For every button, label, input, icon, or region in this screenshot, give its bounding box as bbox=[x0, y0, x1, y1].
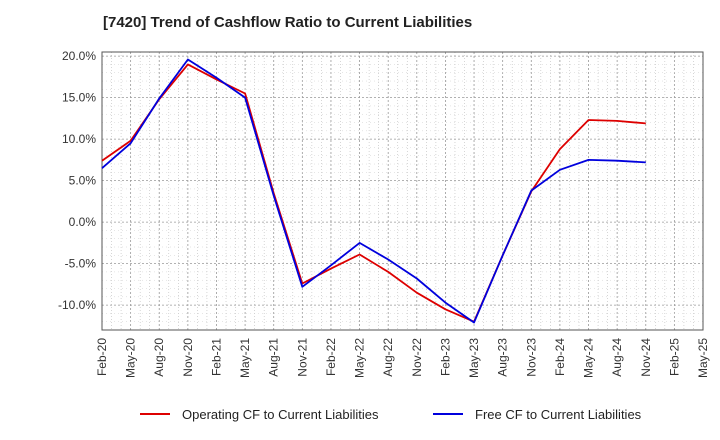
x-tick-label: Nov-23 bbox=[524, 338, 538, 377]
x-tick-label: May-20 bbox=[124, 338, 138, 378]
x-tick-label: May-25 bbox=[696, 338, 710, 378]
series-line-2 bbox=[101, 58, 646, 324]
x-tick-label: Aug-21 bbox=[267, 338, 281, 377]
x-tick-label: May-23 bbox=[467, 338, 481, 378]
x-tick-label: Feb-21 bbox=[209, 338, 223, 376]
x-tick-label: Nov-20 bbox=[181, 338, 195, 377]
legend-label-2: Free CF to Current Liabilities bbox=[475, 407, 642, 422]
axis-layer: 20.0% 15.0% 10.0% 5.0% 0.0% -5.0% -10.0% Feb-20… bbox=[58, 49, 710, 378]
x-tick-label: May-21 bbox=[238, 338, 252, 378]
legend-label-1: Operating CF to Current Liabilities bbox=[182, 407, 379, 422]
x-tick-label: Nov-22 bbox=[410, 338, 424, 377]
chart-title: [7420] Trend of Cashflow Ratio to Curren… bbox=[103, 14, 473, 31]
y-tick-label: -5.0% bbox=[65, 257, 97, 271]
x-tick-label: Nov-21 bbox=[295, 338, 309, 377]
x-tick-label: May-24 bbox=[582, 338, 596, 378]
legend: Operating CF to Current Liabilities Free … bbox=[140, 407, 642, 422]
x-tick-label: Feb-22 bbox=[324, 338, 338, 376]
x-tick-label: Aug-22 bbox=[381, 338, 395, 377]
y-tick-label: -10.0% bbox=[58, 298, 96, 312]
x-tick-label: May-22 bbox=[353, 338, 367, 378]
x-tick-label: Feb-25 bbox=[667, 338, 681, 376]
y-tick-label: 15.0% bbox=[62, 91, 96, 105]
y-tick-label: 20.0% bbox=[62, 49, 96, 63]
x-tick-label: Aug-20 bbox=[152, 338, 166, 377]
x-tick-label: Aug-23 bbox=[496, 338, 510, 377]
y-tick-label: 5.0% bbox=[69, 174, 97, 188]
grid-layer bbox=[101, 52, 704, 331]
y-tick-label: 0.0% bbox=[69, 215, 97, 229]
plot-border bbox=[101, 51, 704, 331]
x-tick-label: Feb-23 bbox=[438, 338, 452, 376]
y-tick-label: 10.0% bbox=[62, 132, 96, 146]
x-tick-label: Feb-24 bbox=[553, 338, 567, 376]
series-line-1 bbox=[101, 63, 646, 323]
x-tick-label: Aug-24 bbox=[610, 338, 624, 377]
x-tick-label: Nov-24 bbox=[639, 338, 653, 377]
x-tick-label: Feb-20 bbox=[95, 338, 109, 376]
series-layer bbox=[101, 58, 646, 324]
